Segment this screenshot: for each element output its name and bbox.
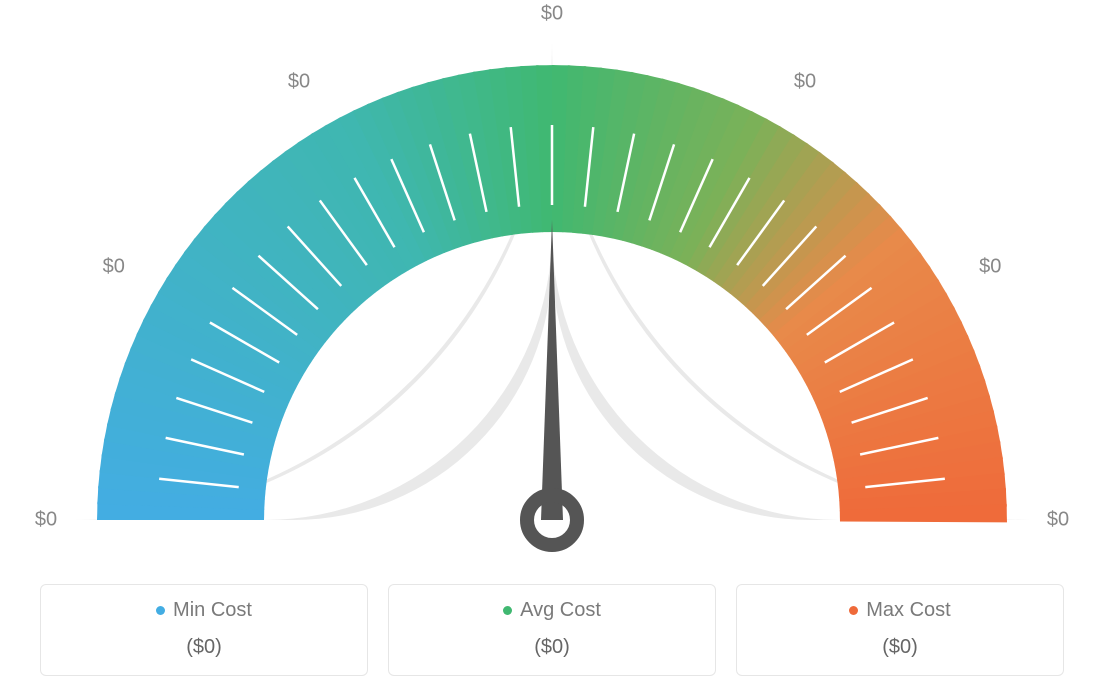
legend-card-max: Max Cost ($0) — [736, 584, 1064, 676]
legend-card-avg: Avg Cost ($0) — [388, 584, 716, 676]
legend-title-max: Max Cost — [737, 599, 1063, 622]
legend-card-min: Min Cost ($0) — [40, 584, 368, 676]
legend-dot-max — [849, 606, 858, 615]
legend-dot-min — [156, 606, 165, 615]
legend-label-avg: Avg Cost — [520, 599, 601, 622]
legend-title-avg: Avg Cost — [389, 599, 715, 622]
gauge-tick-label: $0 — [541, 3, 563, 26]
gauge-tick-label: $0 — [103, 256, 125, 279]
gauge-tick-label: $0 — [35, 509, 57, 532]
gauge-tick-label: $0 — [979, 256, 1001, 279]
gauge-tick-label: $0 — [288, 70, 310, 93]
legend-value-min: ($0) — [41, 636, 367, 659]
legend-value-max: ($0) — [737, 636, 1063, 659]
gauge-tick-label: $0 — [1047, 509, 1069, 532]
gauge-area: $0 $0 $0 $0 $0 $0 $0 — [0, 0, 1104, 560]
gauge-tick-label: $0 — [794, 70, 816, 93]
gauge-svg — [0, 0, 1104, 560]
legend-row: Min Cost ($0) Avg Cost ($0) Max Cost ($0… — [40, 584, 1064, 676]
legend-title-min: Min Cost — [41, 599, 367, 622]
legend-label-max: Max Cost — [866, 599, 950, 622]
cost-gauge-chart: $0 $0 $0 $0 $0 $0 $0 Min Cost ($0) Avg Cost ($… — [0, 0, 1104, 690]
legend-value-avg: ($0) — [389, 636, 715, 659]
legend-dot-avg — [503, 606, 512, 615]
legend-label-min: Min Cost — [173, 599, 252, 622]
